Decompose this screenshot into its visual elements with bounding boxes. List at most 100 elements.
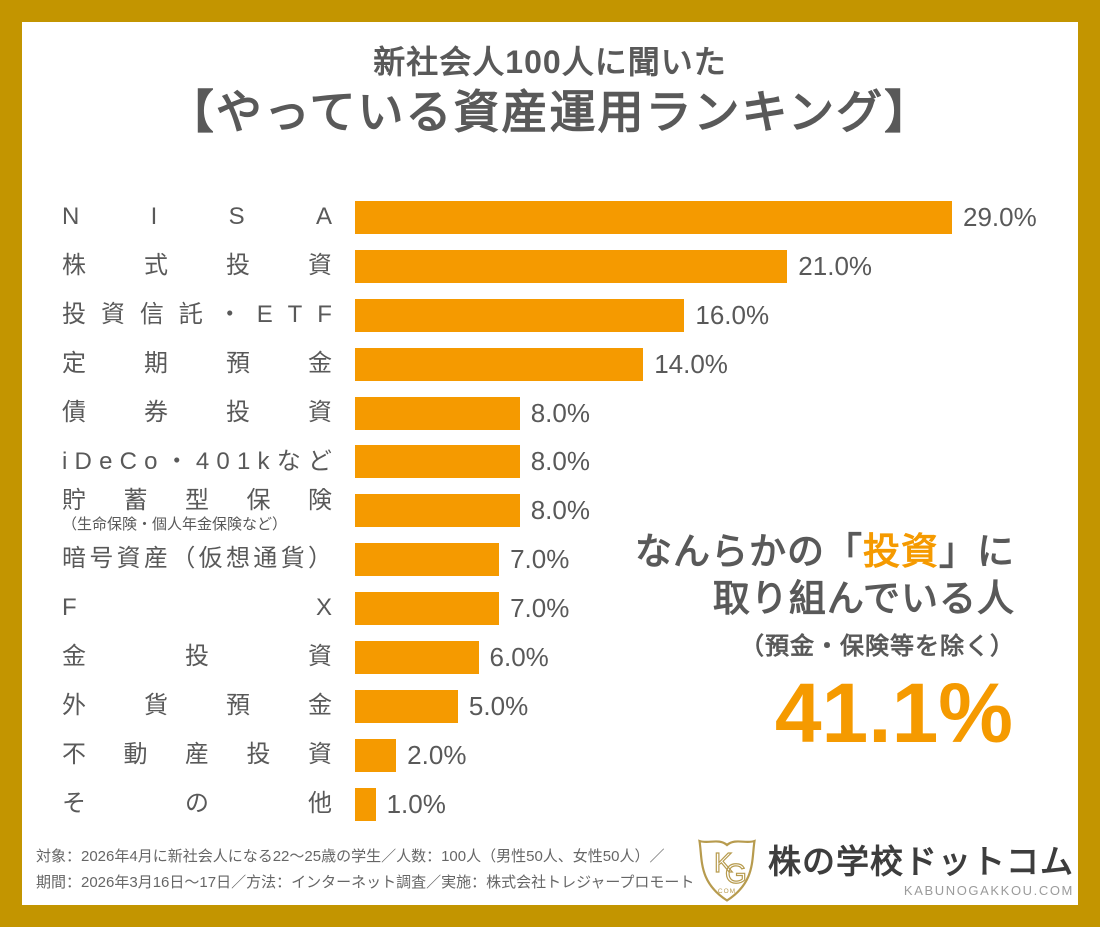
chart-row: 株式投資 21.0% [62, 242, 1037, 291]
category-label: 外貨預金 [62, 692, 332, 720]
value-label: 7.0% [510, 544, 570, 575]
category-cell: その他 [62, 789, 332, 817]
bar [355, 298, 685, 332]
category-label: 株式投資 [62, 252, 332, 280]
chart-row: 定期預金 14.0% [62, 340, 1037, 389]
value-label: 8.0% [530, 397, 590, 428]
bar-cell: 2.0% [355, 738, 467, 772]
value-label: 5.0% [468, 690, 529, 721]
shield-letter-g: G [725, 858, 747, 889]
category-label: 暗号資産（仮想通貨） [62, 545, 332, 573]
logo-domain: KABUNOGAKKOU.COM [903, 882, 1074, 898]
bar [355, 347, 644, 381]
value-label: 29.0% [963, 201, 1037, 232]
chart-row: 暗号資産（仮想通貨） 7.0% [62, 535, 1037, 584]
bar [355, 787, 376, 821]
bar-cell: 8.0% [355, 445, 590, 479]
company-logo: K G COM 株の学校ドットコム KABUNOGAKKOU.COM [695, 834, 1074, 905]
bar-cell: 6.0% [355, 640, 549, 674]
category-cell: 貯蓄型保険 （生命保険・個人年金保険など） [62, 488, 332, 533]
category-cell: 定期預金 [62, 349, 332, 377]
annotation-line-2: 取り組んでいる人 [712, 578, 1015, 620]
category-cell: 投資信託・ E T F [62, 301, 332, 329]
value-label: 2.0% [407, 739, 467, 770]
category-label: その他 [62, 789, 332, 817]
category-sublabel: （生命保険・個人年金保険など） [62, 515, 288, 533]
bar [355, 640, 479, 674]
survey-note-line-2: 期間：2026年3月16日〜17日／方法：インターネット調査／実施：株式会社トレ… [36, 874, 695, 891]
bar-cell: 29.0% [355, 200, 1037, 234]
bar [355, 738, 397, 772]
bar [355, 445, 520, 479]
value-label: 7.0% [510, 593, 570, 624]
bar-cell: 7.0% [355, 543, 570, 577]
bar [355, 200, 952, 234]
value-label: 21.0% [798, 250, 873, 281]
category-label: 債券投資 [62, 398, 332, 426]
bar [355, 689, 458, 723]
category-label: 金投資 [62, 643, 332, 671]
value-label: 6.0% [489, 641, 549, 672]
category-label: 貯蓄型保険 [62, 487, 332, 515]
category-cell: 株式投資 [62, 252, 332, 280]
bar-cell: 1.0% [355, 787, 446, 821]
category-cell: 債券投資 [62, 398, 332, 426]
bar-cell: 14.0% [355, 347, 728, 381]
value-label: 16.0% [695, 299, 770, 330]
bar-cell: 7.0% [355, 592, 570, 626]
bar-cell: 21.0% [355, 249, 873, 283]
category-cell: 外貨預金 [62, 692, 332, 720]
bar [355, 249, 788, 283]
chart-row: 不動産投資 2.0% [62, 731, 1037, 780]
kg-shield-icon: K G COM [698, 839, 756, 902]
bar [355, 396, 520, 430]
category-label: 投資信託・ E T F [62, 301, 332, 329]
bar-cell: 8.0% [355, 396, 590, 430]
category-cell: 金投資 [62, 643, 332, 671]
page-title: 新社会人100人に聞いた 【やっている資産運用ランキング】 [22, 42, 1078, 142]
bar [355, 494, 520, 528]
chart-row: 貯蓄型保険 （生命保険・個人年金保険など） 8.0% [62, 486, 1037, 535]
bar-cell: 8.0% [355, 494, 590, 528]
chart-row: 金投資 6.0% [62, 633, 1037, 682]
summary-annotation: なんらかの「投資」に 取り組んでいる人 （預金・保険等を除く） 41.1% [585, 528, 1015, 755]
value-label: 8.0% [530, 446, 590, 477]
annotation-line-3: （預金・保険等を除く） [740, 632, 1015, 660]
chart-row: 投資信託・ E T F 16.0% [62, 291, 1037, 340]
chart-row: 外貨預金 5.0% [62, 682, 1037, 731]
survey-note-line-1: 対象：2026年4月に新社会人になる22〜25歳の学生／人数：100人（男性50… [36, 848, 665, 865]
annotation-line1-highlight: 投資 [863, 531, 939, 572]
title-line-1: 新社会人100人に聞いた [373, 44, 727, 80]
annotation-line-1: なんらかの「投資」に [585, 528, 1015, 575]
logo-text: 株の学校ドットコム KABUNOGAKKOU.COM [768, 842, 1074, 898]
chart-row: 債券投資 8.0% [62, 389, 1037, 438]
bar-cell: 16.0% [355, 298, 770, 332]
category-label: 不動産投資 [62, 741, 332, 769]
value-label: 14.0% [654, 348, 728, 379]
category-cell: 不動産投資 [62, 741, 332, 769]
category-label: 定期預金 [62, 349, 332, 377]
chart-row: その他 1.0% [62, 780, 1037, 829]
bar [355, 543, 500, 577]
bar-cell: 5.0% [355, 689, 529, 723]
shield-letter-k: K [714, 847, 733, 878]
title-line-2: 【やっている資産運用ランキング】 [167, 86, 933, 138]
survey-notes: 対象：2026年4月に新社会人になる22〜25歳の学生／人数：100人（男性50… [36, 844, 694, 896]
category-cell: 暗号資産（仮想通貨） [62, 545, 332, 573]
value-label: 8.0% [530, 495, 590, 526]
value-label: 1.0% [386, 788, 446, 819]
bar [355, 592, 500, 626]
summary-percentage: 41.1% [774, 665, 1013, 760]
annotation-line1-post: 」に [939, 531, 1015, 572]
